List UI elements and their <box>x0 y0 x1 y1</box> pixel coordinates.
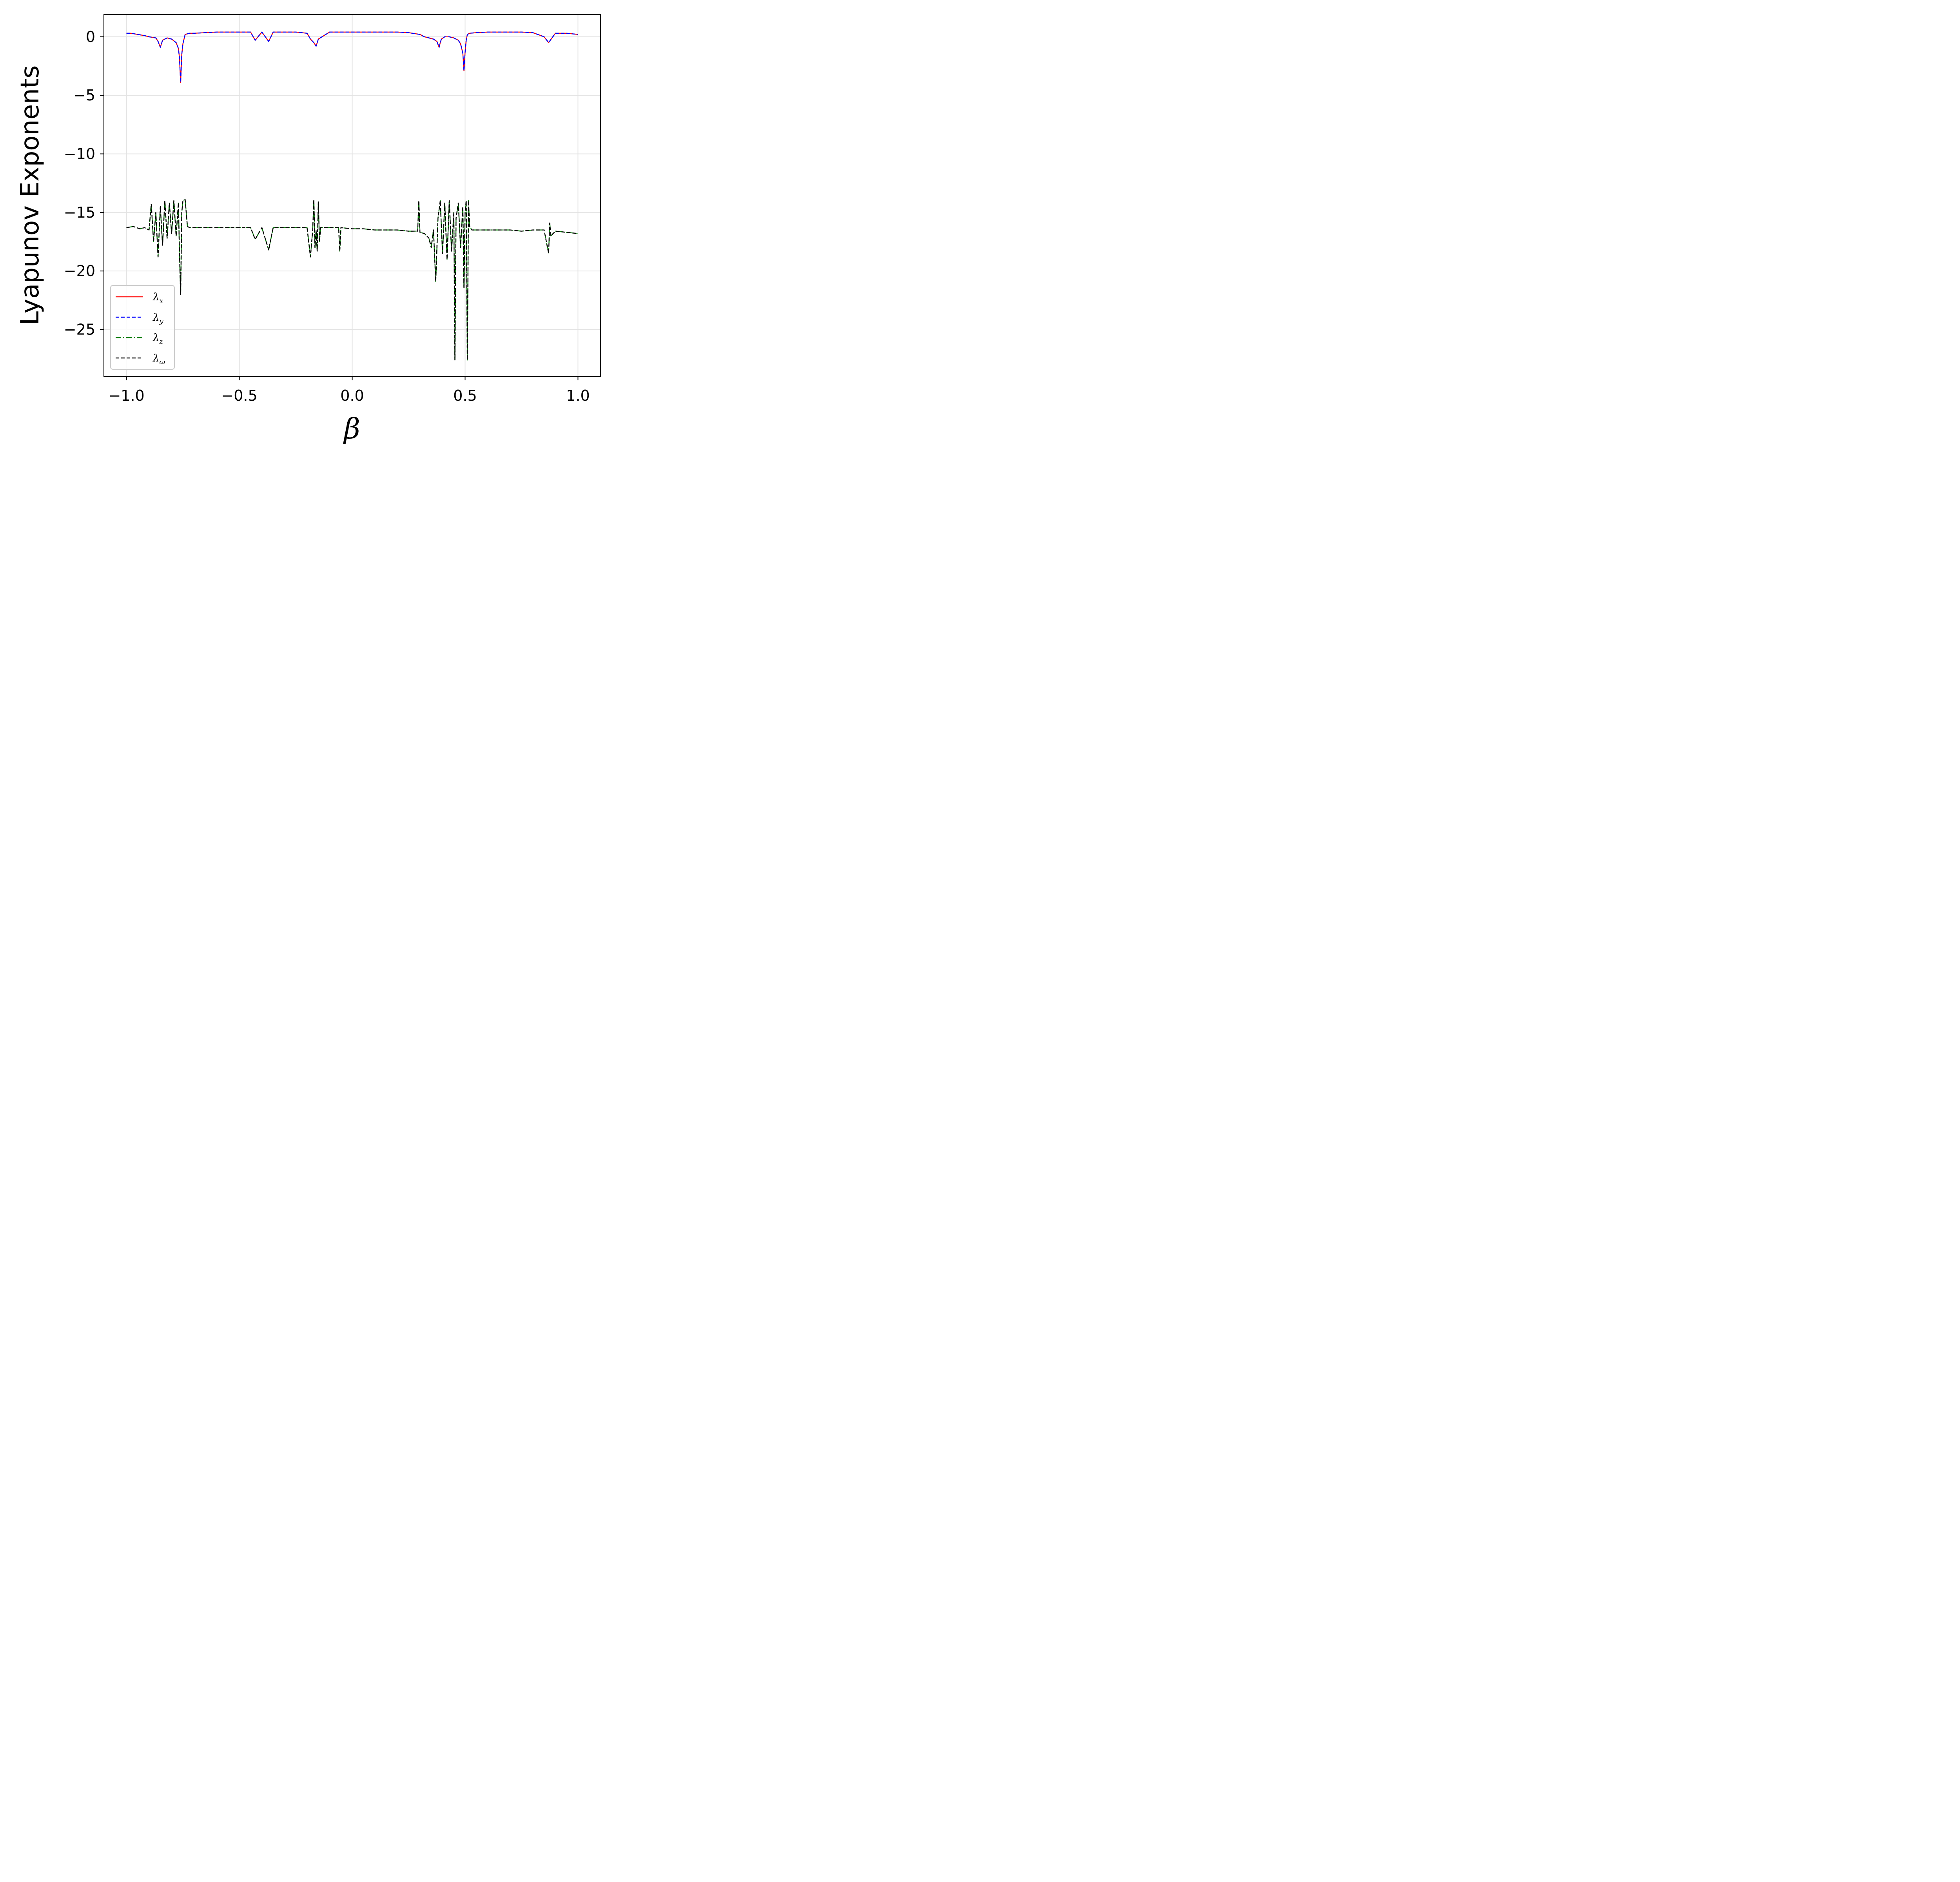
y-axis-label: Lyapunov Exponents <box>16 65 45 325</box>
x-tick-label: −0.5 <box>221 387 257 404</box>
legend: λx λy λz λω <box>110 285 175 370</box>
x-tick-label: −1.0 <box>108 387 144 404</box>
y-tick-label: 0 <box>86 28 95 45</box>
y-tick-label: −10 <box>64 145 95 162</box>
y-tick-label: −5 <box>73 87 95 104</box>
x-tick-label: 1.0 <box>566 387 590 404</box>
y-tick-label: −25 <box>64 321 95 338</box>
y-tick-label: −20 <box>64 262 95 280</box>
x-tick-label: 0.0 <box>340 387 364 404</box>
y-tick-label: −15 <box>64 204 95 221</box>
legend-label-ω: λω <box>152 352 165 366</box>
legend-label-z: λz <box>152 332 163 346</box>
legend-label-y: λy <box>152 312 163 325</box>
chart-svg: −1.0 −0.5 0.0 0.5 1.0 0 −5 −10 −15 −20 −25 Lyapuno… <box>0 0 615 461</box>
series-line-ω <box>126 199 578 361</box>
x-axis-label: β <box>343 412 360 445</box>
series-line-y <box>126 31 578 83</box>
legend-box <box>110 285 175 370</box>
series-group <box>126 31 578 361</box>
chart-container: −1.0 −0.5 0.0 0.5 1.0 0 −5 −10 −15 −20 −25 Lyapuno… <box>0 0 615 461</box>
legend-label-x: λx <box>152 291 163 305</box>
x-tick-label: 0.5 <box>453 387 477 404</box>
axis-ticks: −1.0 −0.5 0.0 0.5 1.0 0 −5 −10 −15 −20 −25 <box>64 28 590 404</box>
